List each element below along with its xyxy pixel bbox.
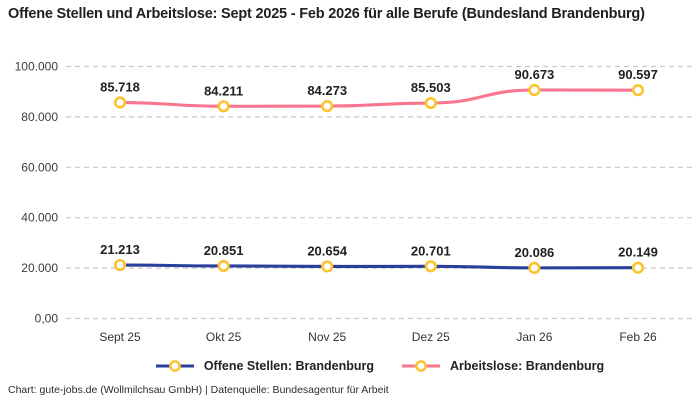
chart-canvas: 0,00 20.000 40.000 60.000 80.000 100.000 Sept …	[15, 60, 693, 344]
y-axis-tick-label: 40.000	[21, 211, 58, 225]
x-axis-tick-label: Okt 25	[206, 330, 242, 344]
line-marker-icon	[155, 360, 194, 372]
legend-item-offene-stellen[interactable]: Offene Stellen: Brandenburg	[154, 359, 374, 373]
data-point-marker	[321, 260, 334, 273]
data-point-label: 85.718	[100, 79, 140, 94]
x-axis-tick-label: Jan 26	[516, 330, 552, 344]
data-point-label: 20.149	[618, 245, 658, 260]
x-axis-tick-label: Nov 25	[308, 330, 346, 344]
legend-item-label: Offene Stellen: Brandenburg	[203, 359, 374, 373]
data-point-marker	[631, 261, 645, 274]
data-point-label: 84.273	[307, 83, 347, 98]
series-line	[118, 263, 640, 270]
page-title: Offene Stellen und Arbeitslose: Sept 202…	[8, 6, 645, 22]
data-point-label: 20.086	[515, 245, 555, 260]
line-marker-icon	[401, 360, 440, 372]
data-point-marker	[321, 100, 334, 113]
data-point-marker	[424, 96, 437, 110]
data-point-marker	[113, 96, 127, 109]
data-point-label: 20.654	[307, 243, 348, 258]
data-point-label: 21.213	[100, 242, 140, 257]
legend: Offene Stellen: Brandenburg Arbeitslose:…	[0, 359, 700, 373]
y-axis-tick-label: 100.000	[15, 60, 59, 74]
y-axis-tick-label: 60.000	[21, 160, 58, 174]
data-point-marker	[631, 84, 645, 97]
data-point-marker	[528, 83, 541, 97]
chart-attribution: Chart: gute-jobs.de (Wollmilchsau GmbH) …	[8, 384, 389, 396]
data-point-label: 90.673	[515, 67, 555, 82]
x-axis-tick-label: Sept 25	[99, 330, 141, 344]
data-point-marker	[528, 261, 541, 274]
data-point-marker	[424, 260, 437, 273]
x-axis-tick-label: Feb 26	[619, 330, 657, 344]
y-axis-tick-label: 0,00	[35, 312, 59, 326]
data-point-label: 85.503	[411, 80, 451, 95]
series-line	[118, 88, 640, 108]
x-axis-tick-label: Dez 25	[412, 330, 450, 344]
y-axis-tick-label: 20.000	[21, 261, 58, 275]
data-point-marker	[113, 258, 127, 272]
legend-item-label: Arbeitslose: Brandenburg	[449, 359, 605, 373]
data-point-marker	[217, 259, 230, 273]
data-point-label: 20.701	[411, 243, 451, 258]
legend-item-arbeitslose[interactable]: Arbeitslose: Brandenburg	[400, 359, 604, 373]
data-point-label: 20.851	[204, 243, 244, 258]
data-point-marker	[217, 100, 230, 113]
data-point-label: 84.211	[204, 83, 243, 98]
y-axis-tick-label: 80.000	[21, 110, 58, 124]
data-point-label: 90.597	[618, 67, 658, 82]
